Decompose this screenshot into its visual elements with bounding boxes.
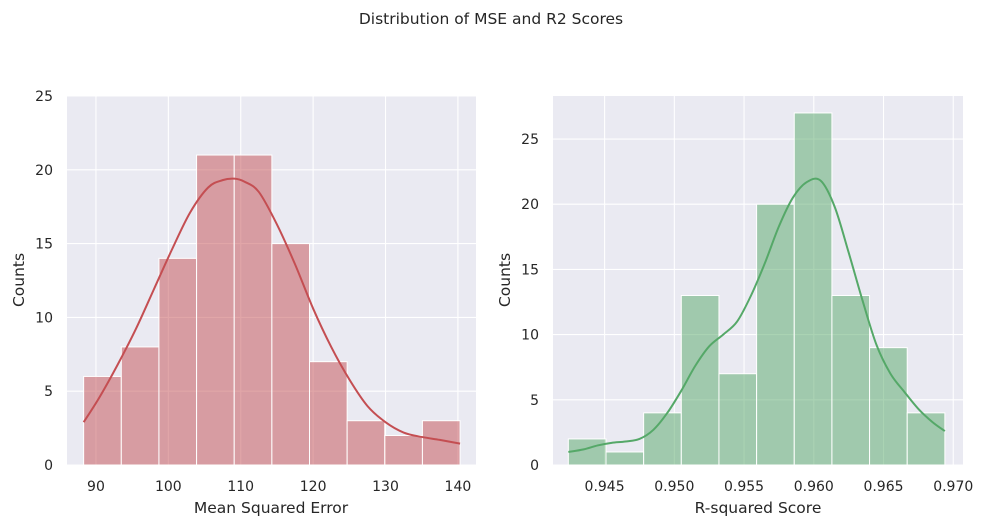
r2-bar [831, 294, 871, 466]
r2-x-tick-labels: 0.945 0.950 0.955 0.960 0.965 0.970 [585, 479, 974, 495]
mse-bar [83, 375, 122, 466]
r2-y-tick-label: 5 [530, 393, 539, 409]
r2-y-tick-label: 15 [521, 262, 539, 278]
r2-y-tick-label: 20 [521, 197, 539, 213]
mse-bars [83, 154, 461, 466]
mse-x-tick-label: 140 [445, 479, 472, 495]
r2-bar [643, 412, 682, 466]
mse-bar [271, 243, 311, 466]
mse-bar [120, 346, 160, 466]
r2-y-tick-label: 25 [521, 132, 539, 148]
r2-bar [869, 347, 908, 466]
mse-x-tick-label: 110 [227, 479, 254, 495]
mse-y-tick-label: 5 [44, 384, 53, 400]
mse-y-tick-label: 15 [35, 237, 53, 253]
r2-bar [718, 373, 758, 466]
r2-x-tick-label: 0.970 [933, 479, 973, 495]
mse-bar [158, 257, 198, 466]
panel-r2-histogram: 0.945 0.950 0.955 0.960 0.965 0.970 0 5 10 15 20 2… [496, 96, 973, 517]
panel-mse-histogram: 90 100 110 120 130 140 0 5 10 15 20 25 Mean Square… [10, 89, 476, 517]
r2-kde-line [568, 177, 946, 453]
mse-x-tick-label: 130 [372, 479, 399, 495]
mse-x-tick-label: 120 [300, 479, 327, 495]
mse-y-tick-labels: 0 5 10 15 20 25 [35, 89, 53, 474]
mse-bar [384, 434, 423, 466]
mse-kde-line [82, 177, 461, 445]
mse-x-tick-label: 90 [87, 479, 105, 495]
r2-x-tick-label: 0.960 [794, 479, 834, 495]
r2-y-axis-label: Counts [496, 253, 514, 307]
figure-suptitle: Distribution of MSE and R2 Scores [359, 10, 623, 28]
r2-x-tick-label: 0.955 [724, 479, 764, 495]
mse-y-axis-label: Counts [10, 253, 28, 307]
mse-x-axis-label: Mean Squared Error [194, 499, 349, 517]
mse-bar [309, 361, 348, 466]
r2-bar [793, 112, 833, 466]
mse-x-tick-labels: 90 100 110 120 130 140 [87, 479, 471, 495]
r2-y-tick-label: 0 [530, 458, 539, 474]
mse-x-tick-label: 100 [155, 479, 182, 495]
mse-bar [233, 154, 273, 466]
r2-x-axis-label: R-squared Score [695, 499, 822, 517]
r2-x-tick-label: 0.950 [654, 479, 694, 495]
r2-bars [567, 112, 946, 466]
mse-y-tick-label: 25 [35, 89, 53, 105]
mse-y-tick-label: 20 [35, 163, 53, 179]
mse-bar [346, 420, 386, 466]
r2-y-tick-label: 10 [521, 328, 539, 344]
r2-x-tick-label: 0.945 [585, 479, 625, 495]
mse-y-tick-label: 10 [35, 310, 53, 326]
r2-x-tick-label: 0.965 [863, 479, 903, 495]
r2-bar [756, 203, 795, 466]
r2-y-tick-labels: 0 5 10 15 20 25 [521, 132, 539, 474]
r2-bar [906, 412, 946, 466]
r2-bar [605, 451, 645, 466]
mse-bar [196, 154, 235, 466]
mse-y-tick-label: 0 [44, 458, 53, 474]
